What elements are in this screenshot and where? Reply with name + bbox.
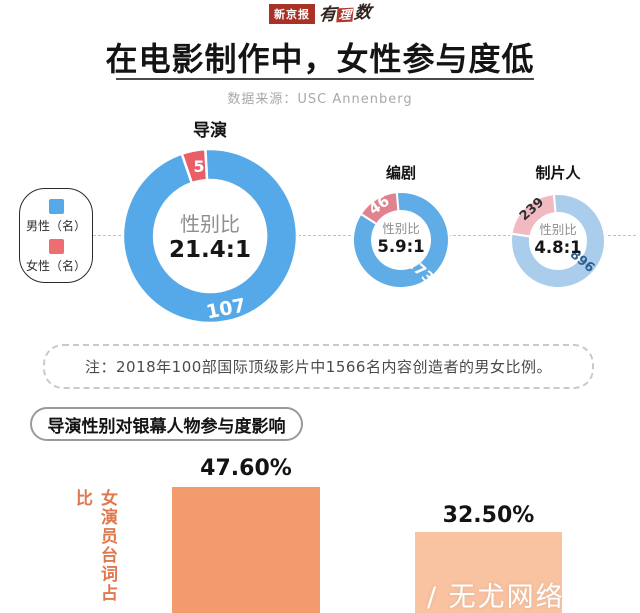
logo-box-text: 新京报 bbox=[268, 4, 315, 24]
donut-director-title: 导演 bbox=[193, 121, 227, 141]
bar-chart-y-axis-label: 女演员台词占比 bbox=[72, 489, 117, 603]
ratio-label: 性别比 bbox=[382, 221, 420, 236]
footnote-box: 注：2018年100部国际顶级影片中1566名内容创造者的男女比例。 bbox=[43, 344, 594, 389]
bar-value-label: 47.60% bbox=[200, 456, 292, 481]
donut-writer-male-slice bbox=[351, 191, 450, 290]
bar-value-label: 32.50% bbox=[442, 503, 535, 528]
legend: 男性（名） 女性（名） bbox=[19, 188, 93, 283]
data-source-label: 数据来源：USC Annenberg bbox=[227, 92, 413, 107]
ratio-value: 4.8:1 bbox=[534, 238, 582, 257]
logo-script-char: 有 bbox=[317, 3, 337, 25]
donut-writer-title: 编剧 bbox=[385, 164, 416, 182]
bar-section-header: 导演性别对银幕人物参与度影响 bbox=[30, 407, 303, 441]
watermark: / 无尤网络 bbox=[427, 582, 565, 613]
donut-director-center: 性别比 21.4:1 bbox=[115, 212, 305, 264]
donut-producer-center: 性别比 4.8:1 bbox=[503, 222, 613, 258]
donut-director-male-slice bbox=[121, 147, 299, 325]
donut-writer-center: 性别比 5.9:1 bbox=[346, 221, 456, 257]
ratio-value: 5.9:1 bbox=[377, 237, 425, 256]
bar-male-director bbox=[415, 532, 562, 613]
ratio-value: 21.4:1 bbox=[169, 237, 251, 263]
logo-script-char: 理 bbox=[336, 6, 354, 22]
legend-male-swatch bbox=[48, 199, 64, 215]
legend-female-label: 女性（名） bbox=[25, 258, 86, 273]
ratio-label: 性别比 bbox=[180, 212, 240, 236]
ratio-label: 性别比 bbox=[539, 222, 577, 237]
donut-producer-title: 制片人 bbox=[535, 164, 581, 182]
logo-script-char: 数 bbox=[353, 2, 373, 24]
logo-script: 有 理 数 bbox=[317, 2, 373, 25]
donut-chart-writer bbox=[351, 191, 450, 290]
donut-chart-director bbox=[121, 147, 299, 325]
page-title: 在电影制作中，女性参与度低 bbox=[105, 40, 535, 78]
donut-chart-producer bbox=[510, 193, 606, 289]
donut-producer-male-slice bbox=[510, 193, 606, 289]
legend-female-swatch bbox=[48, 238, 64, 254]
legend-male-label: 男性（名） bbox=[25, 219, 86, 234]
title-divider bbox=[116, 78, 534, 80]
bar-female-director bbox=[172, 487, 320, 613]
publisher-logo: 新京报 有 理 数 bbox=[0, 2, 640, 25]
donut-director-female-value: 5 bbox=[193, 157, 205, 176]
